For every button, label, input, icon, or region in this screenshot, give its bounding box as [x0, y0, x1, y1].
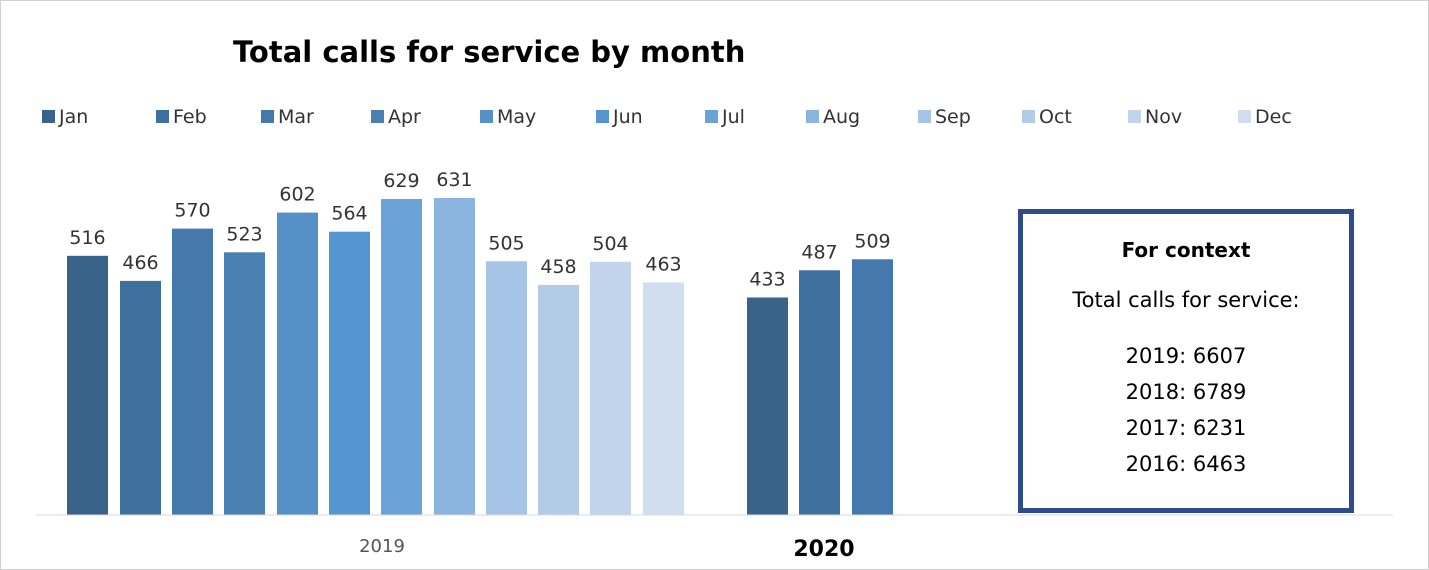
bar — [329, 231, 370, 515]
legend-label: Oct — [1039, 106, 1072, 128]
legend-swatch — [1238, 110, 1251, 123]
context-line: 2016: 6463 — [1125, 452, 1247, 476]
chart-title: Total calls for service by month — [233, 35, 745, 69]
data-label: 602 — [279, 184, 315, 206]
legend-swatch — [918, 110, 931, 123]
data-label: 505 — [488, 232, 524, 254]
bar — [381, 199, 422, 515]
bar — [277, 212, 318, 515]
bar — [799, 270, 840, 515]
legend-label: Jun — [612, 106, 643, 128]
data-label: 570 — [174, 200, 210, 222]
bar — [852, 259, 893, 515]
legend-swatch — [156, 110, 169, 123]
legend-swatch — [261, 110, 274, 123]
data-label: 458 — [540, 256, 576, 278]
legend-label: Jan — [58, 106, 88, 128]
legend-swatch — [806, 110, 819, 123]
legend-swatch — [1128, 110, 1141, 123]
data-label: 466 — [122, 252, 158, 274]
bar — [486, 261, 527, 515]
context-line: 2019: 6607 — [1125, 344, 1247, 368]
data-label: 509 — [854, 230, 890, 252]
data-label: 463 — [645, 253, 681, 275]
x-group-label: 2019 — [359, 536, 405, 557]
legend-swatch — [705, 110, 718, 123]
bar — [120, 280, 161, 515]
bar — [434, 198, 475, 515]
data-labels: 516 466 570 523 602 564 629 631 505 458 504 463 433 4… — [69, 169, 890, 291]
data-label: 523 — [226, 223, 262, 245]
context-list: 2019: 6607 2018: 6789 2017: 6231 2016: 6… — [1023, 338, 1349, 482]
context-line: 2018: 6789 — [1125, 380, 1247, 404]
legend-label: Apr — [388, 106, 421, 128]
legend-swatch — [1022, 110, 1035, 123]
legend-label: Sep — [935, 106, 971, 128]
data-label: 564 — [331, 203, 367, 225]
context-subheading: Total calls for service: — [1072, 288, 1300, 312]
data-label: 504 — [592, 233, 628, 255]
context-heading: For context — [1121, 238, 1251, 262]
legend-swatch — [371, 110, 384, 123]
data-label: 516 — [69, 227, 105, 249]
bar — [747, 297, 788, 515]
bar — [643, 282, 684, 515]
data-label: 631 — [436, 169, 472, 191]
legend-swatch — [480, 110, 493, 123]
legend-swatch — [42, 110, 55, 123]
legend-label: Dec — [1255, 106, 1292, 128]
bar — [538, 284, 579, 515]
legend-label: Mar — [278, 106, 314, 128]
data-label: 487 — [801, 241, 837, 263]
bar — [67, 255, 108, 516]
legend-swatch — [596, 110, 609, 123]
bar — [590, 261, 631, 515]
legend-label: Nov — [1145, 106, 1182, 128]
bar — [224, 252, 265, 516]
x-axis-group-labels: 2019 2020 — [359, 536, 855, 562]
legend: Jan Feb Mar Apr May Jun Jul Aug Sep Oct Nov Dec — [42, 106, 1292, 128]
bars — [67, 198, 893, 516]
data-label: 629 — [383, 170, 419, 192]
legend-label: Feb — [173, 106, 207, 128]
data-label: 433 — [749, 269, 785, 291]
x-group-label: 2020 — [793, 537, 854, 562]
context-line: 2017: 6231 — [1125, 416, 1247, 440]
legend-label: May — [497, 106, 536, 128]
bar — [172, 228, 213, 515]
legend-label: Jul — [721, 106, 745, 128]
legend-label: Aug — [823, 106, 860, 128]
context-box: For context Total calls for service: 201… — [1018, 209, 1354, 513]
